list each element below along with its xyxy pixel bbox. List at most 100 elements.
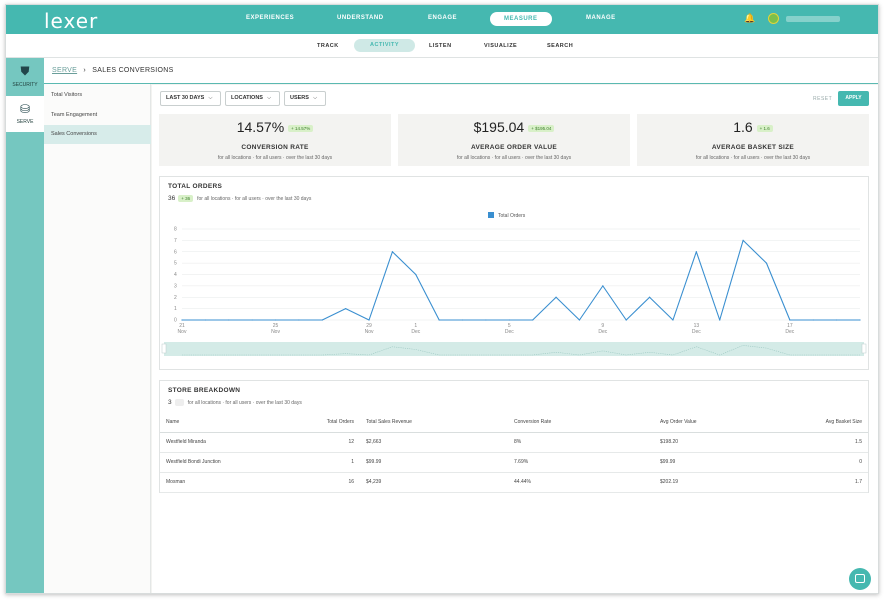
x-tick-day: 17 (787, 323, 793, 329)
data-point (508, 319, 510, 321)
cell-revenue: $4,239 (360, 472, 508, 493)
users-dropdown[interactable]: USERS ⌵ (284, 91, 326, 106)
x-tick-month: Dec (785, 329, 794, 335)
change-badge: + 1.6 (756, 124, 773, 132)
y-tick-label: 5 (174, 261, 177, 267)
cell-name: Westfield Miranda (160, 432, 320, 453)
range-handle-right (861, 343, 867, 354)
data-point (204, 319, 206, 321)
cell-basket-size: 0 (804, 452, 868, 473)
data-point (695, 251, 697, 253)
data-point (555, 296, 557, 298)
cell-revenue: $2,663 (360, 432, 508, 453)
chevron-right-icon: › (83, 67, 86, 74)
report-total-visitors[interactable]: Total Visitors (51, 92, 83, 98)
locations-dropdown[interactable]: LOCATIONS ⌵ (225, 91, 280, 106)
cell-avg-order: $202.19 (654, 472, 804, 493)
nav-experiences[interactable]: EXPERIENCES (246, 15, 295, 21)
data-point (228, 319, 230, 321)
kpi-value: 1.6 (733, 119, 753, 135)
change-badge: + 14.57% (288, 124, 314, 132)
tab-activity[interactable]: ACTIVITY (354, 39, 416, 52)
cell-conversion: 44.44% (508, 472, 654, 493)
cell-revenue: $99.99 (360, 452, 508, 473)
column-header[interactable]: Avg Order Value (654, 412, 804, 433)
data-point (672, 319, 674, 321)
kpi-average-order-value: $195.04 + $195.04 AVERAGE ORDER VALUE for… (398, 114, 630, 166)
locations-label: LOCATIONS (231, 95, 263, 101)
filter-summary: for all locations · for all users · over… (187, 400, 302, 406)
avatar[interactable] (768, 13, 779, 24)
chat-icon (855, 574, 865, 583)
tab-listen[interactable]: LISTEN (429, 43, 452, 49)
data-point (274, 319, 277, 321)
main-content: LAST 30 DAYS ⌵ LOCATIONS ⌵ USERS ⌵ RESET AP… (152, 85, 878, 593)
x-tick-day: 5 (508, 323, 511, 329)
store-breakdown-panel: STORE BREAKDOWN 3 for all locations · for… (159, 380, 869, 493)
column-header[interactable]: Conversion Rate (508, 412, 654, 433)
data-point (836, 319, 838, 321)
x-tick-day: 9 (601, 323, 604, 329)
table-row[interactable]: Westfield Miranda 12 $2,663 8% $198.20 1… (160, 432, 868, 453)
tab-track[interactable]: TRACK (317, 43, 339, 49)
data-point (345, 308, 347, 310)
y-tick-label: 3 (174, 283, 177, 289)
y-tick-label: 7 (174, 238, 177, 244)
table-row[interactable]: Mosman 16 $4,239 44.44% $202.19 1.7 (160, 472, 868, 493)
change-badge (174, 399, 184, 407)
apply-button[interactable]: APPLY (838, 91, 869, 106)
data-point (415, 273, 417, 276)
nav-manage[interactable]: MANAGE (586, 15, 616, 21)
nav-understand[interactable]: UNDERSTAND (337, 15, 384, 21)
range-handle-left (161, 343, 167, 354)
nav-measure[interactable]: MEASURE (490, 12, 552, 26)
reset-button[interactable]: RESET (813, 96, 833, 102)
kpi-title: CONVERSION RATE (241, 144, 309, 151)
column-header[interactable]: Name (160, 412, 320, 433)
tab-search[interactable]: SEARCH (547, 43, 574, 49)
legend-label: Total Orders (498, 213, 526, 219)
user-menu[interactable] (786, 16, 840, 22)
nav-engage[interactable]: ENGAGE (428, 15, 458, 21)
y-tick-label: 6 (174, 249, 177, 255)
data-point (719, 319, 721, 321)
data-point (578, 319, 581, 321)
bell-icon[interactable]: 🔔 (744, 13, 756, 23)
y-tick-label: 2 (174, 295, 177, 301)
filter-summary: for all locations · for all users · over… (197, 196, 312, 202)
chat-button[interactable] (849, 568, 871, 590)
page-title: SALES CONVERSIONS (92, 67, 174, 74)
tab-visualize[interactable]: VISUALIZE (484, 43, 518, 49)
kpi-title: AVERAGE ORDER VALUE (471, 144, 557, 151)
chevron-down-icon: ⌵ (208, 95, 213, 101)
sidebar-item-serve[interactable]: ⛁ SERVE (6, 96, 44, 132)
report-sales-conversions[interactable]: Sales Conversions (44, 125, 151, 144)
data-point (181, 319, 183, 321)
total-orders-panel: TOTAL ORDERS 36 + 36 for all locations · f… (159, 176, 869, 370)
report-team-engagement[interactable]: Team Engagement (51, 112, 98, 118)
data-point (298, 319, 300, 321)
shield-icon: ⛊ (20, 64, 30, 78)
date-range-dropdown[interactable]: LAST 30 DAYS ⌵ (160, 91, 221, 106)
kpi-subtitle: for all locations · for all users · over… (456, 155, 572, 161)
kpi-conversion-rate: 14.57% + 14.57% CONVERSION RATE for all l… (159, 114, 391, 166)
table-row[interactable]: Westfield Bondi Junction 1 $99.99 7.69% … (160, 452, 868, 473)
y-tick-label: 8 (174, 227, 177, 233)
data-point (789, 319, 791, 321)
data-point (532, 319, 534, 321)
breadcrumb-serve-link[interactable]: SERVE (52, 67, 78, 74)
y-tick-label: 1 (174, 306, 177, 312)
column-header[interactable]: Total Orders (320, 412, 360, 433)
kpi-title: AVERAGE BASKET SIZE (711, 144, 795, 151)
column-header[interactable]: Avg Basket Size (804, 412, 868, 433)
sidebar-item-security[interactable]: ⛊ SECURITY (6, 58, 44, 94)
cell-name: Westfield Bondi Junction (160, 452, 320, 473)
table-header-row: Name Total Orders Total Sales Revenue Co… (160, 412, 868, 433)
store-icon: ⛁ (19, 102, 31, 116)
data-point (859, 319, 861, 321)
column-header[interactable]: Total Sales Revenue (360, 412, 508, 433)
navigator-series (182, 345, 860, 356)
cell-name: Mosman (160, 472, 320, 493)
data-point (812, 319, 814, 321)
lexer-logo[interactable]: lexer (44, 9, 99, 33)
